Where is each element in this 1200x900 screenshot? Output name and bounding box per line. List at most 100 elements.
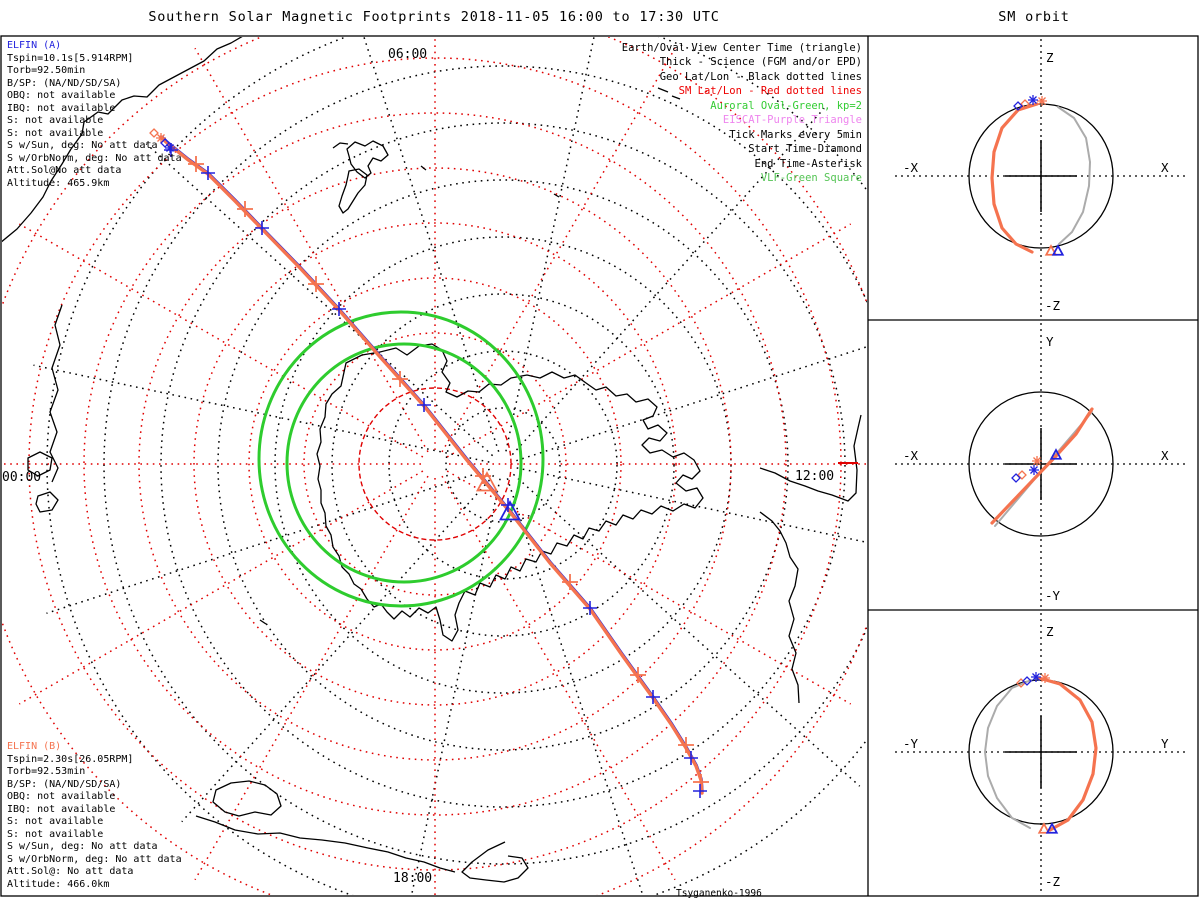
coastline	[49, 304, 63, 483]
geo-grid-meridian	[506, 478, 644, 895]
elfin-a-line-6: S: not available	[7, 127, 104, 139]
geo-grid-circle	[331, 293, 675, 637]
tick-plus	[308, 276, 324, 292]
orbit-far-side	[1057, 106, 1092, 245]
center-cross	[1005, 428, 1077, 500]
geo-grid-meridian	[410, 478, 501, 895]
elfin-a-line-9: Att.Sol@No att data	[7, 165, 122, 176]
frame	[0, 35, 1199, 897]
tick-plus	[630, 667, 646, 683]
legend-line-6: Tick Marks every 5min	[729, 128, 862, 141]
diamond-marker	[1011, 473, 1021, 483]
elfin-a-line-10: Altitude: 465.9km	[7, 177, 110, 189]
axis-label-left: -X	[903, 160, 919, 175]
geo-grid-circle	[445, 407, 561, 523]
coastline	[259, 619, 267, 625]
coastline	[338, 168, 368, 214]
sm-orbit-panel-XZ: Z -Z -X X	[895, 39, 1186, 317]
axis-label-right: X	[1161, 448, 1169, 463]
tick-plus	[678, 737, 694, 753]
axis-label-top: Y	[1046, 334, 1054, 349]
tick-plus	[188, 156, 204, 172]
sm-polar-cap-circle	[358, 387, 512, 541]
map-legend: Earth/Oval View Center Time (triangle) Th…	[0, 41, 862, 186]
tick-plus	[562, 574, 578, 590]
coastline	[35, 491, 59, 513]
tick-plus	[392, 371, 408, 387]
tick-plus	[332, 302, 346, 316]
axis-label-left: -Y	[903, 736, 919, 751]
coastline	[420, 165, 427, 171]
elfin-a-line-2: B/SP: (NA/ND/SD/SA)	[7, 77, 122, 89]
elfin-a-line-8: S w/OrbNorm, deg: No att data	[7, 152, 182, 164]
orbit-near-side	[990, 102, 1039, 254]
coastline	[83, 37, 243, 123]
elfin-b-line-3: OBQ: not available	[7, 791, 116, 802]
mlt-label: 00:00	[2, 470, 41, 485]
tick-plus	[201, 166, 215, 180]
coastlines	[2, 37, 862, 883]
geo-grid-meridian	[46, 468, 490, 615]
asterisk-marker	[166, 144, 174, 152]
tick-plus	[583, 601, 597, 615]
elfin-b-line-8: S w/OrbNorm, deg: No att data	[7, 853, 182, 865]
tick-plus	[684, 751, 698, 765]
diamond-marker	[1013, 101, 1023, 111]
triangle-marker	[1037, 822, 1051, 834]
coastline	[27, 451, 53, 477]
axis-label-bottom: -Y	[1045, 588, 1061, 603]
elfin-a-line-1: Torb=92.50min	[7, 65, 86, 76]
axis-label-bottom: -Z	[1045, 874, 1061, 889]
legend-line-8: End Time-Asterisk	[754, 157, 862, 170]
diamond-marker	[1017, 470, 1027, 480]
elfin-a-header: ELFIN (A)	[7, 40, 62, 51]
tick-plus	[646, 690, 660, 704]
mlt-label: 18:00	[393, 871, 432, 886]
triangle-marker	[498, 500, 522, 521]
diamond-marker	[1022, 676, 1032, 686]
elfin-a-info: ELFIN (A) Tspin=10.1s[5.914RPM] Torb=92.50…	[7, 40, 182, 190]
elfin-b-line-7: S w/Sun, deg: No att data	[7, 841, 158, 852]
elfin-a-line-4: IBQ: not available	[7, 102, 116, 114]
triangle-marker	[1045, 822, 1059, 834]
coastline	[346, 140, 389, 179]
orbit-near-side	[1037, 676, 1098, 832]
elfin-a-line-3: OBQ: not available	[7, 90, 116, 101]
orbit-near-side	[990, 407, 1094, 525]
geo-grid-circle	[103, 65, 867, 865]
asterisk-marker	[1032, 673, 1040, 681]
auroral-oval	[257, 310, 545, 608]
coastline	[212, 780, 282, 817]
asterisk-marker	[1033, 457, 1041, 465]
credits: Tsyganenko-1996 Created: Sun Jan 29 09:4…	[676, 856, 865, 900]
sm-grid-meridian	[446, 223, 852, 458]
coastline	[461, 841, 529, 883]
diamond-marker	[149, 128, 159, 138]
diamond-marker	[160, 138, 170, 148]
elfin-a-line-0: Tspin=10.1s[5.914RPM]	[7, 52, 134, 64]
tick-plus	[693, 774, 709, 790]
legend-line-4: Auroral Oval-Green, kp=2	[710, 99, 862, 112]
center-cross	[1005, 140, 1077, 212]
geo-grid	[33, 37, 867, 895]
geo-grid-circle	[160, 122, 846, 808]
geo-grid-meridian	[516, 345, 867, 462]
orbit-far-side	[983, 679, 1032, 829]
auroral-oval-ring	[257, 310, 545, 608]
sm-grid-circle	[83, 112, 787, 816]
track-elfin-b	[159, 135, 704, 795]
footprint-track	[149, 128, 709, 798]
coastline	[759, 511, 800, 704]
legend-line-5: EISCAT-Purple Triangle	[722, 114, 862, 127]
tick-plus	[237, 201, 253, 217]
geo-grid-meridian	[145, 143, 494, 457]
tick-plus	[164, 143, 178, 157]
sm-grid-circle	[193, 222, 677, 706]
elfin-b-line-5: S: not available	[7, 816, 104, 827]
tick-plus	[255, 221, 269, 235]
geo-grid-meridian	[516, 467, 867, 544]
mlt-label: 06:00	[388, 47, 427, 62]
triangle-marker	[1044, 244, 1058, 256]
diamond-marker	[1020, 99, 1030, 109]
